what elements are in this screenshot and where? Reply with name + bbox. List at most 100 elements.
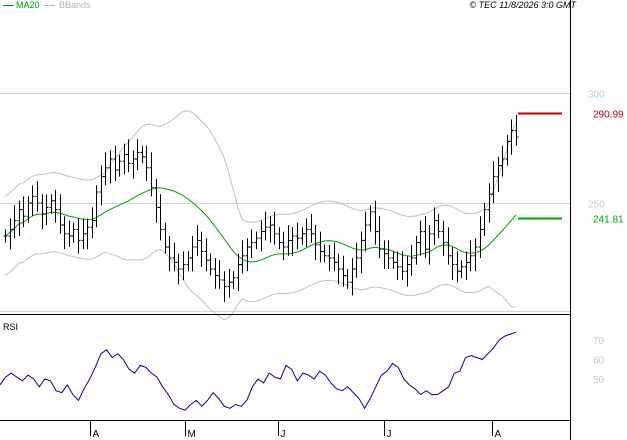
price-bar	[135, 139, 140, 170]
price-bar	[240, 240, 245, 274]
price-bar	[455, 251, 460, 283]
rsi-title: RSI	[3, 322, 18, 332]
price-bar	[359, 231, 364, 274]
price-bar	[167, 236, 172, 272]
price-bar	[427, 225, 432, 265]
price-bar	[391, 251, 396, 269]
price-bar	[17, 200, 22, 236]
price-bar	[199, 231, 204, 267]
price-bar	[386, 240, 391, 269]
price-bar	[272, 211, 277, 245]
price-bar	[99, 165, 104, 206]
price-bar	[181, 251, 186, 280]
price-bar	[144, 145, 149, 181]
price-bar	[53, 189, 58, 223]
price-bar	[108, 150, 113, 184]
price-bar	[213, 258, 218, 289]
rsi-panel: RSI 70 60 50	[0, 322, 605, 411]
price-bar	[8, 218, 13, 250]
price-bar	[58, 194, 63, 234]
price-bar	[446, 227, 451, 265]
rsi-tick-label: 50	[593, 375, 605, 386]
legend-ma: MA20	[16, 0, 40, 10]
bbands-swatch	[44, 5, 56, 7]
price-bar	[468, 240, 473, 272]
ma-swatch	[3, 5, 14, 7]
price-bar	[103, 152, 108, 186]
price-tick-label: 250	[588, 200, 605, 211]
price-bar	[158, 194, 163, 241]
price-bar	[12, 205, 17, 239]
price-bar	[377, 216, 382, 258]
price-bar	[336, 253, 341, 285]
price-bar	[514, 115, 519, 146]
month-label: J	[281, 429, 286, 440]
price-bar	[436, 214, 441, 239]
price-bar	[482, 203, 487, 236]
price-bar	[154, 178, 159, 223]
price-tick-label: 300	[588, 90, 605, 101]
price-bar	[81, 218, 86, 250]
legend-bbands: BBands	[59, 0, 91, 10]
price-bar	[195, 225, 200, 256]
price-bar	[286, 225, 291, 256]
price-bar	[49, 194, 54, 214]
price-bar	[382, 240, 387, 269]
price-bar	[350, 258, 355, 296]
price-bar	[332, 242, 337, 272]
price-bar	[418, 220, 423, 256]
month-label: J	[387, 429, 392, 440]
price-bar	[300, 227, 305, 245]
price-bar	[245, 238, 250, 272]
price-bar	[400, 251, 405, 280]
price-bar	[450, 247, 455, 280]
price-bar	[405, 255, 410, 287]
rsi-tick-label: 60	[593, 356, 605, 367]
price-bar	[85, 218, 90, 250]
price-bar	[113, 145, 118, 181]
price-bar	[441, 220, 446, 256]
month-label: A	[93, 429, 100, 440]
bbands-upper	[4, 110, 517, 223]
price-bar	[309, 214, 314, 243]
price-bar	[268, 216, 273, 243]
price-bar	[423, 216, 428, 258]
price-bar	[395, 251, 400, 280]
price-bar	[131, 150, 136, 179]
price-bar	[281, 231, 286, 261]
price-bar	[186, 251, 191, 272]
price-bar	[414, 236, 419, 265]
price-bar	[259, 220, 264, 252]
price-bar	[71, 222, 76, 243]
price-bar	[249, 229, 254, 258]
price-bar	[163, 222, 168, 254]
price-bar	[313, 225, 318, 261]
price-bar	[236, 253, 241, 291]
rsi-tick-label: 70	[593, 336, 605, 347]
support-level-label: 241.81	[593, 215, 624, 226]
price-bar	[496, 156, 501, 192]
copyright-timestamp: © TEC 11/8/2026 3:0 GMT	[469, 0, 576, 10]
rsi-line	[0, 331, 517, 411]
price-bar	[231, 271, 236, 289]
price-bar	[487, 183, 492, 223]
price-bar	[345, 269, 350, 289]
month-label: A	[495, 429, 502, 440]
price-bar	[76, 218, 81, 254]
price-bar	[464, 251, 469, 280]
price-bar	[459, 260, 464, 278]
legend: MA20 BBands	[1, 0, 91, 11]
price-bar	[35, 181, 40, 212]
price-bar	[67, 220, 72, 247]
price-bar	[295, 222, 300, 250]
month-label: M	[188, 429, 196, 440]
price-bar	[26, 196, 31, 223]
price-bar	[263, 211, 268, 241]
price-bar	[363, 211, 368, 252]
price-bar	[40, 194, 45, 230]
price-bar	[176, 253, 181, 285]
price-bar	[432, 207, 437, 245]
price-panel: 300 250 290.99 241.81	[0, 90, 624, 321]
price-bar	[62, 216, 67, 250]
price-bar	[341, 255, 346, 287]
